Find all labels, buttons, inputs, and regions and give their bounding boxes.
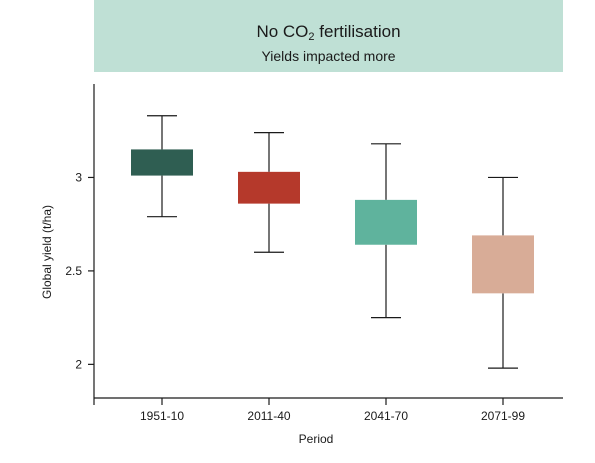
box-1951-10 — [131, 115, 193, 218]
chart-title: No CO2 fertilisation — [94, 22, 563, 43]
title-banner: No CO2 fertilisation Yields impacted mor… — [94, 0, 563, 72]
box-2041-70 — [355, 143, 417, 319]
x-ticks: 1951-10 2011-40 2041-70 2071-99 — [93, 398, 525, 423]
x-tick-label: 1951-10 — [140, 409, 184, 423]
title-prefix: No CO — [256, 22, 309, 41]
y-ticks: 22.53 — [65, 170, 94, 371]
x-axis-label: Period — [299, 432, 334, 446]
axes — [93, 84, 563, 399]
title-suffix: fertilisation — [314, 22, 401, 41]
title-subscript: 2 — [308, 31, 315, 43]
y-tick-label: 2.5 — [65, 264, 82, 278]
y-tick-label: 3 — [75, 170, 82, 184]
x-tick-label: 2011-40 — [247, 409, 290, 423]
box-body — [472, 235, 534, 294]
x-tick-label: 2041-70 — [364, 409, 408, 423]
chart-subtitle: Yields impacted more — [261, 48, 396, 64]
boxes — [131, 115, 534, 369]
box-2071-99 — [472, 176, 534, 369]
box-body — [355, 199, 417, 245]
y-axis-label: Global yield (t/ha) — [40, 205, 54, 299]
box-body — [131, 149, 193, 176]
y-tick-label: 2 — [75, 357, 82, 371]
box-2011-40 — [238, 131, 300, 253]
x-tick-label: 2071-99 — [481, 409, 525, 423]
box-body — [238, 171, 300, 204]
